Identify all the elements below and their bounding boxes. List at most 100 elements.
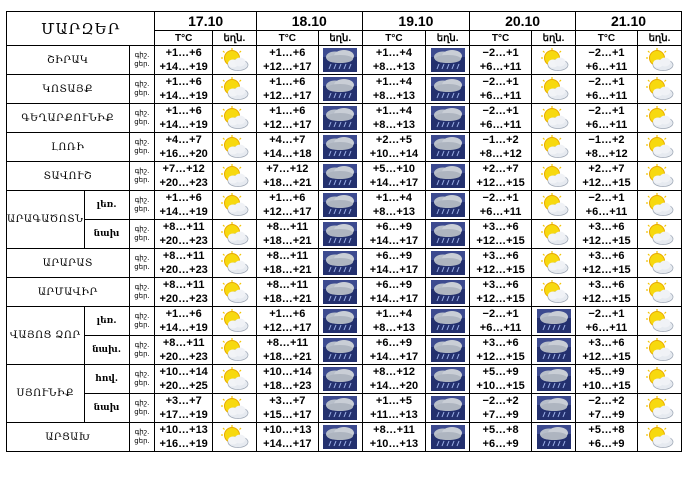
temperature-cell: −2…+1 +6…+11 [469,190,533,220]
day-temperature: +20…+23 [159,264,208,276]
temperature-cell: +5…+8 +6…+9 [575,422,638,452]
day-temperature: +12…+17 [263,206,312,218]
weather-cell [636,277,682,307]
temperature-cell: +8…+11 +20…+23 [154,248,213,278]
night-temperature: +1…+6 [269,308,306,320]
weather-cell [211,248,257,278]
temperature-cell: +3…+6 +12…+15 [469,219,533,249]
region-name: ՏԱՎՈՒՇ [6,161,130,191]
temperature-cell: +8…+11 +20…+23 [154,335,213,365]
night-temperature: +6…+9 [375,221,412,233]
temp-header: T°C [469,30,533,46]
sun-cloud-icon [533,76,575,102]
sun-cloud-icon [533,192,575,218]
day-temperature: +12…+15 [476,235,525,247]
table-row: ԱՐՑԱԽ գիշ. ցեր. +10…+13 +16…+19 +10…+13 +14…+1… [6,422,682,452]
night-label: գիշ. [134,341,150,349]
day-temperature: +20…+25 [159,380,208,392]
cloud-rain-icon [427,250,469,276]
temperature-cell: +1…+4 +8…+13 [361,190,427,220]
weather-cell [636,132,682,162]
header-date-row: ՄԱՐԶԵՐ 17.10 18.10 19.10 20.10 21.10 [5,11,682,46]
night-temperature: +10…+13 [159,424,208,436]
night-temperature: −2…+1 [482,192,519,204]
night-label: գիշ. [134,51,150,59]
day-temperature: +8…+12 [585,148,628,160]
day-temperature: +7…+9 [482,409,519,421]
night-temperature: −1…+2 [588,134,625,146]
night-label: գիշ. [134,167,150,175]
region-name: ՇԻՐԱԿ [6,45,130,75]
weather-cell [317,190,363,220]
weather-cell [425,74,471,104]
weather-cell [531,248,577,278]
table-row: ԼՈՌԻ գիշ. ցեր. +4…+7 +16…+20 +4…+7 +14…+18 +2…+… [6,132,682,162]
temperature-cell: +3…+6 +12…+15 [469,335,533,365]
sun-cloud-icon [213,221,255,247]
table-row: ԱՐՄԱՎԻՐ գիշ. ցեր. +8…+11 +20…+23 +8…+11 +18…+2… [6,277,682,307]
subregion-label: նախ [83,393,130,423]
temp-header: T°C [255,30,319,46]
temperature-cell: +10…+14 +20…+25 [154,364,213,394]
weather-cell [636,335,682,365]
weather-cell [425,190,471,220]
table-row: ԳԵՂԱՐՔՈՒՆԻՔ գիշ. ցեր. +1…+6 +14…+19 +1…+6 +12…… [6,103,682,133]
table-row: ԱՐԱԳԱԾՈՏՆ լեռ. գիշ. ցեր. +1…+6 +14…+19 +1…+6 +1… [6,190,682,249]
day-label: ցեր. [134,408,150,416]
temperature-cell: −2…+1 +6…+11 [575,45,638,75]
day-temperature: +16…+20 [159,148,208,160]
region-name: ԼՈՌԻ [6,132,130,162]
date-header: 19.10 [361,11,471,31]
night-temperature: +1…+6 [269,47,306,59]
sun-cloud-icon [213,250,255,276]
night-temperature: +8…+12 [372,366,416,378]
weather-header: եղն. [425,30,471,46]
day-temperature: +8…+13 [372,61,416,73]
night-temperature: +10…+13 [263,424,312,436]
night-temperature: +1…+6 [165,47,202,59]
day-temperature: +20…+23 [159,235,208,247]
temp-header: T°C [154,30,213,46]
temperature-cell: +1…+4 +8…+13 [361,45,427,75]
day-label: ցեր. [134,350,150,358]
weather-cell [636,422,682,452]
sun-cloud-icon [638,337,680,363]
night-temperature: +3…+7 [269,395,306,407]
cloud-rain-icon [427,308,469,334]
day-temperature: +6…+11 [479,90,522,102]
cloud-rain-icon [427,424,469,450]
day-temperature: +7…+9 [588,409,625,421]
table-row: ՎԱՅՈՑ ՁՈՐ լեռ. գիշ. ցեր. +1…+6 +14…+19 +1…+6 +1… [6,306,682,365]
region-name: ԿՈՏԱՅՔ [6,74,130,104]
night-day-labels: գիշ. ցեր. [128,277,156,307]
weather-cell [531,393,577,423]
day-label: ցեր. [134,321,150,329]
day-temperature: +14…+17 [263,438,312,450]
day-temperature: +12…+15 [476,293,525,305]
day-temperature: +14…+17 [369,351,419,363]
night-temperature: +1…+6 [269,105,306,117]
night-label: գիշ. [134,399,150,407]
night-temperature: −2…+2 [482,395,519,407]
weather-cell [317,335,363,365]
night-temperature: +8…+11 [266,250,309,262]
night-label: գիշ. [134,428,150,436]
temperature-cell: +6…+9 +14…+17 [361,219,427,249]
day-temperature: +6…+11 [585,61,628,73]
temperature-cell: +8…+11 +20…+23 [154,277,213,307]
date-header: 21.10 [575,11,682,31]
weather-cell [425,248,471,278]
sun-cloud-icon [213,308,255,334]
night-temperature: +1…+4 [375,308,412,320]
day-temperature: +10…+15 [582,380,631,392]
night-temperature: +3…+6 [482,250,519,262]
weather-cell [317,277,363,307]
cloud-rain-icon [319,424,361,450]
day-label: ցեր. [134,147,150,155]
day-temperature: +16…+19 [159,438,208,450]
weather-cell [317,132,363,162]
sun-cloud-icon [213,105,255,131]
weather-cell [636,219,682,249]
weather-cell [211,190,257,220]
forecast-table: ՄԱՐԶԵՐ 17.10 18.10 19.10 20.10 21.10 T°C… [5,11,682,452]
